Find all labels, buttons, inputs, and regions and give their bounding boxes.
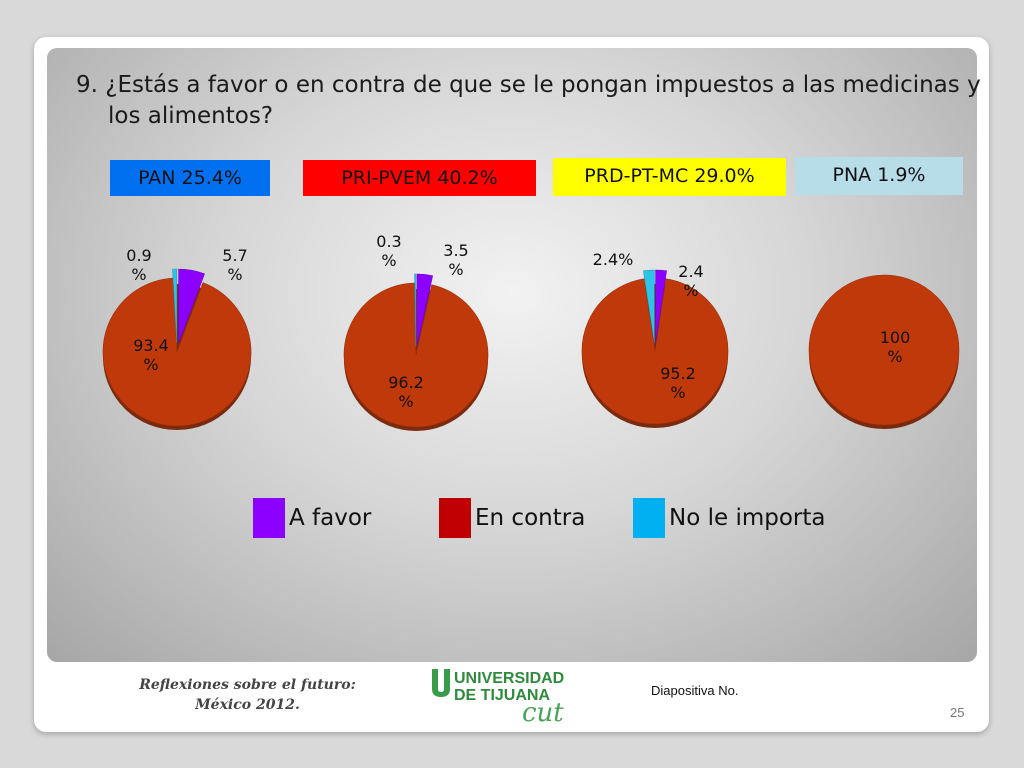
legend-swatch-en-contra bbox=[439, 498, 471, 538]
pie-2-label-a-favor: 2.4% bbox=[678, 262, 703, 300]
logo-mark: cut bbox=[522, 698, 564, 725]
pie-2: 2.4 % 95.2 % 2.4% bbox=[581, 250, 729, 428]
pie-1-label-en-contra: 96.2% bbox=[388, 373, 424, 411]
legend-swatch-a-favor bbox=[253, 498, 285, 538]
legend-label-en-contra: En contra bbox=[475, 505, 586, 531]
university-logo: UNIVERSIDAD DE TIJUANA cut bbox=[432, 669, 564, 725]
slide-number-label: Diapositiva No. bbox=[651, 683, 739, 698]
page-number: 25 bbox=[950, 705, 965, 720]
pie-0: 5.7 % 93.4 % 0.9% bbox=[102, 246, 252, 430]
pie-1-slice-no-le-importa bbox=[414, 273, 417, 347]
pie-0-slice-en-contra bbox=[102, 277, 252, 427]
pie-2-label-en-contra: 95.2% bbox=[660, 364, 696, 402]
pie-0-slice-no-le-importa bbox=[172, 268, 178, 344]
party-box-prd-pt-mc: PRD-PT-MC 29.0% bbox=[553, 158, 786, 196]
pie-2-slice-a-favor bbox=[655, 269, 667, 344]
party-box-pri-pvem: PRI-PVEM 40.2% bbox=[303, 160, 536, 196]
pie-0-label-no-le-importa: 0.9% bbox=[126, 246, 151, 284]
pie-0-label-en-contra: 93.4% bbox=[133, 336, 169, 374]
question-title: 9. ¿Estás a favor o en contra de que se … bbox=[76, 72, 981, 129]
party-box-pan: PAN 25.4% bbox=[110, 160, 270, 196]
footer-title: Reflexiones sobre el futuro: México 2012… bbox=[110, 675, 385, 715]
logo-line-2: DE TIJUANA bbox=[454, 687, 550, 704]
footer-title-line-2: México 2012. bbox=[195, 697, 300, 713]
pie-1-slice-en-contra bbox=[343, 282, 489, 428]
legend-label-no-le-importa: No le importa bbox=[669, 505, 826, 531]
pie-1-slice-a-favor bbox=[416, 273, 434, 347]
pie-2-slice-no-le-importa bbox=[643, 269, 655, 344]
pie-1-label-no-le-importa: 0.3% bbox=[376, 232, 401, 270]
pie-1: 3.5 % 96.2 % 0.3% bbox=[343, 232, 489, 431]
legend-swatch-no-le-importa bbox=[633, 498, 665, 538]
logo-line-1: UNIVERSIDAD bbox=[454, 670, 564, 687]
pie-0-slice-a-favor bbox=[178, 268, 205, 344]
party-box-pna: PNA 1.9% bbox=[795, 157, 963, 195]
footer-title-line-1: Reflexiones sobre el futuro: bbox=[139, 677, 356, 693]
pie-0-label-a-favor: 5.7% bbox=[222, 246, 247, 284]
legend-label-a-favor: A favor bbox=[289, 505, 372, 531]
pie-2-slice-en-contra bbox=[581, 278, 729, 425]
pie-1-label-a-favor: 3.5% bbox=[443, 241, 468, 279]
pie-3: 100% bbox=[808, 274, 960, 429]
pie-2-label-no-le-importa: 2.4% bbox=[593, 250, 634, 269]
pie-3-label-en-contra: 100% bbox=[880, 328, 911, 366]
pie-3-slice-en-contra bbox=[808, 274, 960, 426]
